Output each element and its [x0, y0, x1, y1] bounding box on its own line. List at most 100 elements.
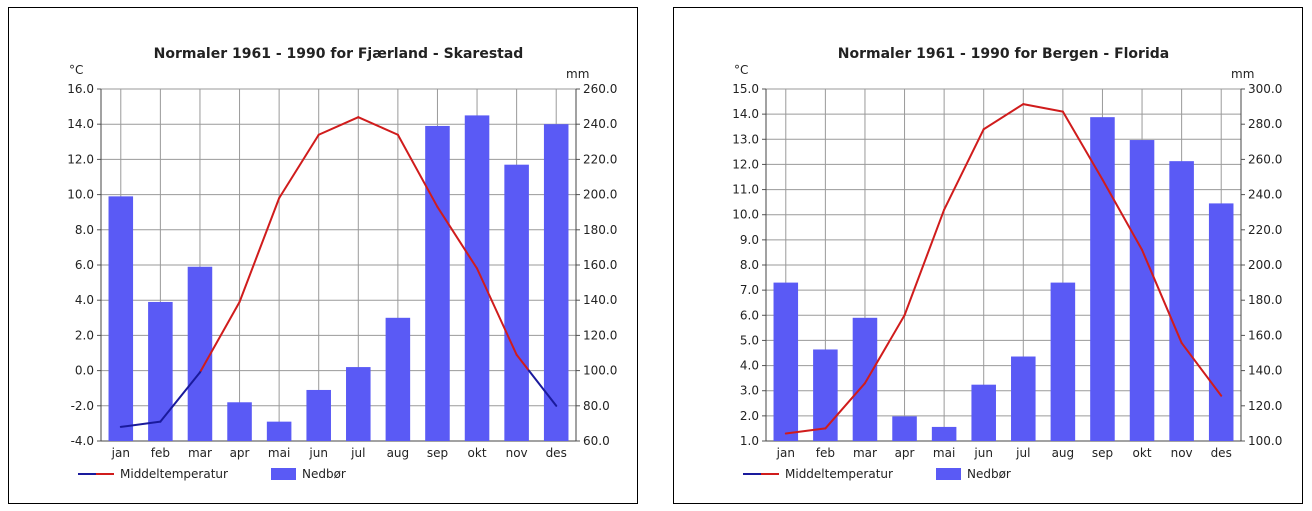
y-right-tick-label: 180.0 — [583, 223, 617, 237]
y-left-tick-label: 14.0 — [732, 107, 759, 121]
chart-title: Normaler 1961 - 1990 for Fjærland - Skar… — [154, 46, 524, 62]
x-tick-label: mar — [188, 446, 212, 460]
y-right-tick-label: 260.0 — [1248, 152, 1282, 166]
x-tick-label: aug — [387, 446, 410, 460]
y-left-tick-label: -2.0 — [71, 399, 94, 413]
bar-nov — [1169, 161, 1194, 441]
temp-line-segment — [515, 353, 530, 372]
y-right-tick-label: 220.0 — [583, 152, 617, 166]
y-left-tick-label: 5.0 — [740, 333, 759, 347]
bar-sep — [425, 125, 450, 442]
bar-jun — [971, 384, 996, 441]
bar-sep — [1090, 117, 1115, 441]
x-tick-label: apr — [230, 446, 250, 460]
temp-line-segment — [278, 133, 320, 200]
y-left-tick-label: 16.0 — [67, 82, 94, 96]
temp-line-segment — [824, 382, 866, 430]
x-tick-label: sep — [427, 446, 448, 460]
y-left-unit: °C — [734, 63, 748, 77]
x-tick-label: sep — [1092, 446, 1113, 460]
y-right-tick-label: 60.0 — [583, 434, 610, 448]
bar-okt — [464, 115, 490, 442]
temp-line-segment — [1180, 341, 1223, 397]
y-left-tick-label: 2.0 — [75, 328, 94, 342]
y-left-tick-label: 2.0 — [740, 409, 759, 423]
chart-bergen: Normaler 1961 - 1990 for Bergen - Florid… — [732, 46, 1282, 481]
y-left-tick-label: 4.0 — [740, 359, 759, 373]
y-right-tick-label: 300.0 — [1248, 82, 1282, 96]
temp-line-segment — [1061, 110, 1104, 181]
y-left-tick-label: 10.0 — [67, 188, 94, 202]
y-right-tick-label: 160.0 — [583, 258, 617, 272]
temp-line-segment — [982, 103, 1025, 131]
y-left-tick-label: 6.0 — [75, 258, 94, 272]
temp-line-segment — [903, 208, 946, 317]
bar-nov — [504, 164, 529, 441]
x-tick-label: jan — [111, 446, 130, 460]
y-right-tick-label: 140.0 — [1248, 364, 1282, 378]
y-left-tick-label: 12.0 — [67, 152, 94, 166]
bar-okt — [1129, 140, 1155, 442]
x-tick-label: jan — [776, 446, 795, 460]
bar-aug — [1050, 282, 1076, 441]
x-tick-label: okt — [1133, 446, 1152, 460]
bar-feb — [813, 349, 838, 441]
temp-line-segment — [476, 267, 518, 356]
y-left-tick-label: 9.0 — [740, 233, 759, 247]
temp-line-segment — [238, 197, 281, 303]
temp-line-segment — [1022, 103, 1064, 113]
bar-mar — [852, 317, 878, 441]
temp-line-segment — [317, 116, 360, 136]
y-left-tick-label: 15.0 — [732, 82, 759, 96]
bar-mar — [187, 266, 213, 441]
temp-line-segment — [943, 128, 985, 211]
temp-line-segment — [1101, 178, 1144, 251]
bar-des — [543, 124, 569, 441]
y-left-tick-label: 12.0 — [732, 157, 759, 171]
temp-line-segment — [527, 369, 558, 407]
x-tick-label: feb — [816, 446, 835, 460]
y-left-tick-label: 13.0 — [732, 132, 759, 146]
y-right-tick-label: 260.0 — [583, 82, 617, 96]
x-tick-label: des — [1211, 446, 1232, 460]
temp-line-segment — [199, 300, 241, 372]
x-tick-label: nov — [506, 446, 528, 460]
chart-fjaerland: Normaler 1961 - 1990 for Fjærland - Skar… — [67, 46, 617, 481]
y-right-tick-label: 140.0 — [583, 293, 617, 307]
bar-apr — [892, 416, 917, 441]
x-tick-label: mar — [853, 446, 877, 460]
legend-label-temp: Middeltemperatur — [785, 467, 893, 481]
y-left-tick-label: 3.0 — [740, 384, 759, 398]
y-right-tick-label: 220.0 — [1248, 223, 1282, 237]
bar-des — [1208, 203, 1234, 441]
y-left-tick-label: 7.0 — [740, 283, 759, 297]
bar-jan — [773, 282, 799, 441]
x-tick-label: aug — [1052, 446, 1075, 460]
y-right-tick-label: 120.0 — [1248, 399, 1282, 413]
chart-panel-fjaerland: Normaler 1961 - 1990 for Fjærland - Skar… — [8, 7, 638, 504]
y-right-tick-label: 120.0 — [583, 328, 617, 342]
x-tick-label: mai — [933, 446, 955, 460]
bar-jul — [346, 367, 371, 441]
y-left-tick-label: 11.0 — [732, 183, 759, 197]
y-right-tick-label: 80.0 — [583, 399, 610, 413]
temp-line-segment — [1141, 248, 1183, 344]
y-right-tick-label: 100.0 — [1248, 434, 1282, 448]
bar-feb — [148, 301, 173, 441]
y-left-tick-label: 0.0 — [75, 364, 94, 378]
y-right-tick-label: 100.0 — [583, 364, 617, 378]
temp-line-segment — [436, 205, 479, 270]
x-tick-label: apr — [895, 446, 915, 460]
temp-line-segment — [784, 427, 827, 435]
x-tick-label: jul — [1015, 446, 1030, 460]
y-left-tick-label: 8.0 — [740, 258, 759, 272]
x-tick-label: jun — [308, 446, 328, 460]
y-right-unit: mm — [1231, 67, 1254, 81]
legend-swatch-precip — [271, 468, 296, 480]
x-tick-label: des — [546, 446, 567, 460]
chart-title: Normaler 1961 - 1990 for Bergen - Florid… — [838, 46, 1169, 62]
legend-label-precip: Nedbør — [967, 467, 1011, 481]
y-right-unit: mm — [566, 67, 589, 81]
x-tick-label: okt — [468, 446, 487, 460]
bar-mai — [266, 421, 292, 441]
